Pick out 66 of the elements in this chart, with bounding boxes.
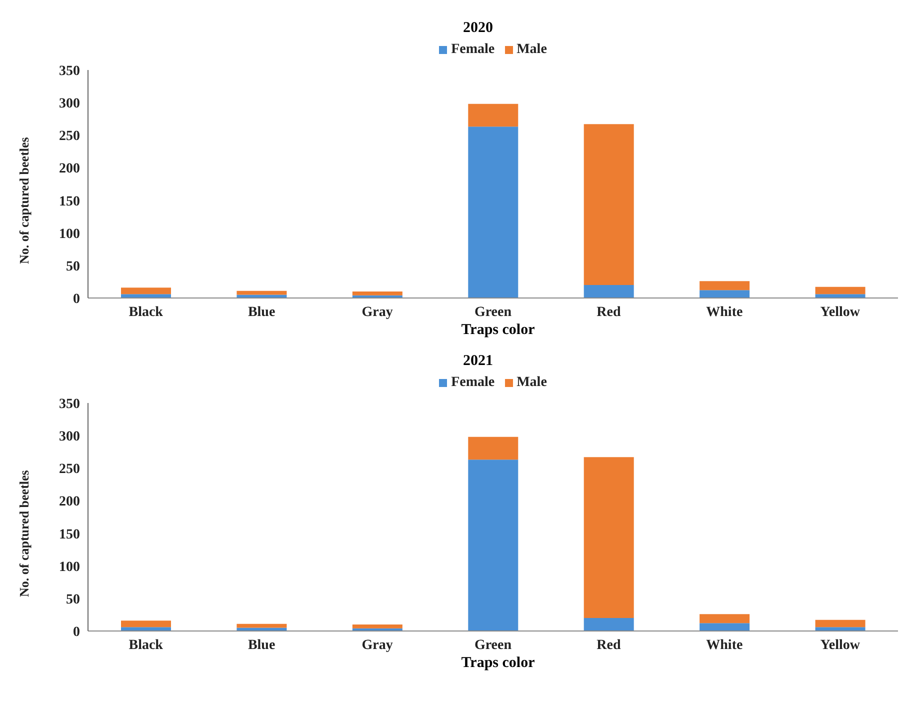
y-tick-label: 350	[59, 64, 80, 79]
y-tick-label: 150	[59, 527, 80, 542]
bar	[468, 436, 518, 460]
x-tick-label: Gray	[362, 304, 393, 320]
y-tick-label: 0	[73, 292, 80, 307]
x-tick-label: Yellow	[820, 638, 861, 653]
y-tick-label: 50	[66, 259, 80, 274]
bar	[236, 624, 287, 628]
bar	[700, 614, 750, 624]
bar	[584, 284, 634, 298]
y-axis-title: No. of captured beetles	[16, 470, 32, 597]
x-axis-title: Traps color	[460, 655, 536, 672]
bar	[236, 294, 287, 298]
bar	[468, 126, 518, 298]
bar	[468, 104, 518, 127]
bar	[584, 124, 634, 285]
y-tick-label: 300	[59, 96, 80, 112]
y-tick-label: 50	[66, 592, 80, 608]
y-tick-label: 250	[59, 462, 80, 478]
x-tick-label: Black	[128, 638, 164, 653]
bar	[121, 288, 171, 294]
bar	[815, 627, 866, 631]
bar	[700, 281, 750, 290]
x-axis-title: Traps color	[460, 322, 536, 339]
y-tick-label: 200	[59, 494, 80, 510]
bar	[236, 628, 287, 631]
y-tick-label: 300	[59, 430, 80, 445]
x-tick-label: Black	[128, 304, 164, 320]
bar	[121, 627, 171, 631]
x-tick-label: Red	[596, 638, 621, 653]
y-tick-label: 0	[73, 624, 80, 640]
bar	[468, 460, 518, 631]
bar	[815, 294, 866, 298]
legend-label: Male	[516, 375, 547, 390]
bar	[815, 286, 866, 294]
x-tick-label: Yellow	[820, 304, 861, 320]
bar	[584, 457, 634, 618]
legend-label: Female	[451, 375, 495, 390]
bar	[815, 620, 866, 628]
x-tick-label: Gray	[362, 638, 393, 653]
x-tick-label: White	[706, 638, 743, 653]
bar	[700, 290, 750, 298]
x-tick-label: White	[706, 304, 743, 320]
y-axis-title: No. of captured beetles	[16, 137, 32, 264]
x-tick-label: Green	[474, 304, 512, 320]
bar	[352, 624, 402, 628]
y-tick-label: 250	[59, 129, 80, 144]
bar	[236, 290, 287, 295]
chart-title: 2021	[462, 353, 494, 371]
y-tick-label: 200	[59, 162, 80, 177]
bar	[700, 623, 750, 631]
y-tick-label: 150	[59, 194, 80, 210]
y-tick-label: 100	[59, 226, 80, 242]
x-tick-label: Blue	[248, 638, 276, 653]
y-tick-label: 350	[59, 396, 80, 412]
x-tick-label: Red	[596, 304, 621, 320]
bar	[121, 620, 171, 628]
legend-label: Female	[451, 42, 495, 57]
bar	[584, 618, 634, 631]
x-tick-label: Green	[474, 638, 512, 653]
bar	[352, 291, 402, 296]
chart-title: 2020	[462, 20, 494, 38]
bar	[121, 294, 171, 298]
x-tick-label: Blue	[248, 304, 276, 320]
y-tick-label: 100	[59, 560, 80, 575]
legend-label: Male	[516, 42, 547, 57]
